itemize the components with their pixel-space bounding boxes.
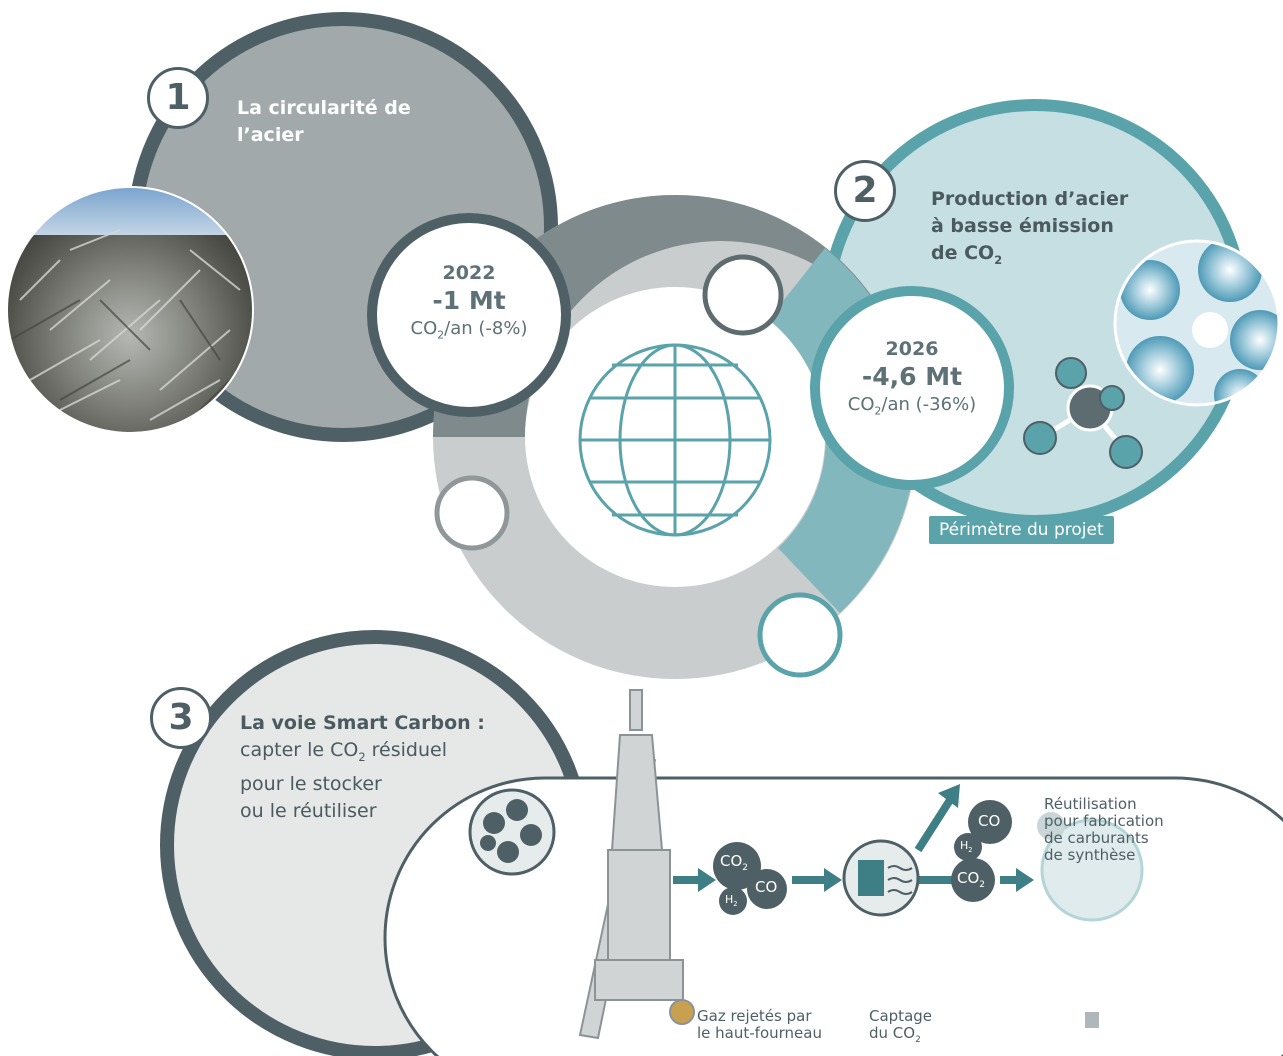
co2-bubbles-icon — [468, 788, 556, 876]
step1-stat-circle — [367, 213, 571, 417]
step2-number-badge: 2 — [834, 160, 896, 222]
storage-icon — [1037, 812, 1144, 1028]
blast-furnace-icon — [578, 689, 695, 1040]
h2-label-2: H2 — [960, 839, 973, 855]
step3-text: La voie Smart Carbon : capter le CO2 rés… — [240, 712, 485, 822]
step3-number-badge: 3 — [150, 687, 212, 749]
molecule-icon — [1023, 357, 1143, 469]
reuse-label: Réutilisation pour fabrication de carbur… — [1044, 795, 1164, 864]
capture-unit-icon — [842, 839, 920, 917]
step2-stat: 2026 -4,6 Mt CO2/an (-36%) — [847, 338, 977, 418]
co2-co-bubble-labels: CO2 — [720, 852, 749, 873]
step2-title: Production d’acier à basse émission de C… — [931, 188, 1129, 267]
co-label-1: CO — [755, 878, 778, 896]
step1-number-badge: 1 — [147, 67, 209, 129]
step2-stat-circle — [810, 286, 1014, 490]
co2-label-out: CO2 — [957, 869, 986, 890]
central-ring-dark — [433, 195, 917, 437]
step1-title: La circularité de l’acier — [237, 97, 411, 146]
gas-label: Gaz rejetés par le haut-fourneau — [697, 1007, 822, 1042]
capture-label: Captage du CO2 — [869, 1007, 933, 1046]
h2-label-1: H2 — [725, 893, 738, 909]
scrap-metal-photo — [7, 187, 253, 433]
step1-stat: 2022 -1 Mt CO2/an (-8%) — [410, 262, 528, 342]
project-scope-tag: Périmètre du projet — [929, 516, 1114, 544]
co-label-2: CO — [978, 812, 1001, 830]
globe-icon — [578, 343, 772, 537]
